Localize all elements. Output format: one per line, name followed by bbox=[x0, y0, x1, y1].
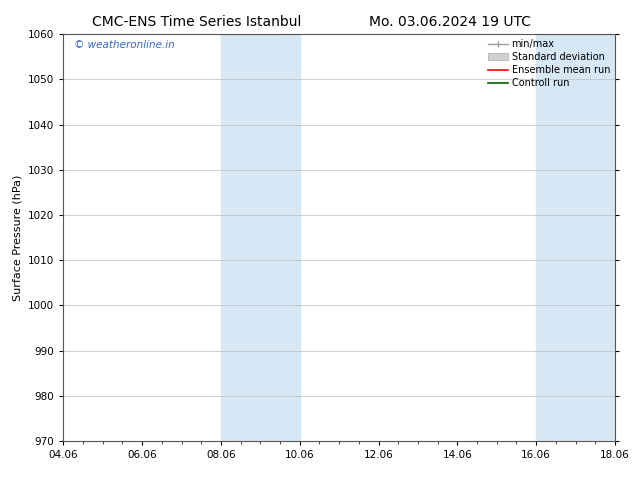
Text: CMC-ENS Time Series Istanbul: CMC-ENS Time Series Istanbul bbox=[92, 15, 301, 29]
Bar bbox=[576, 34, 615, 441]
Text: Mo. 03.06.2024 19 UTC: Mo. 03.06.2024 19 UTC bbox=[369, 15, 531, 29]
Y-axis label: Surface Pressure (hPa): Surface Pressure (hPa) bbox=[13, 174, 23, 301]
Bar bbox=[221, 34, 261, 441]
Bar bbox=[536, 34, 576, 441]
Legend: min/max, Standard deviation, Ensemble mean run, Controll run: min/max, Standard deviation, Ensemble me… bbox=[488, 39, 610, 88]
Bar bbox=[261, 34, 300, 441]
Text: © weatheronline.in: © weatheronline.in bbox=[74, 40, 175, 50]
